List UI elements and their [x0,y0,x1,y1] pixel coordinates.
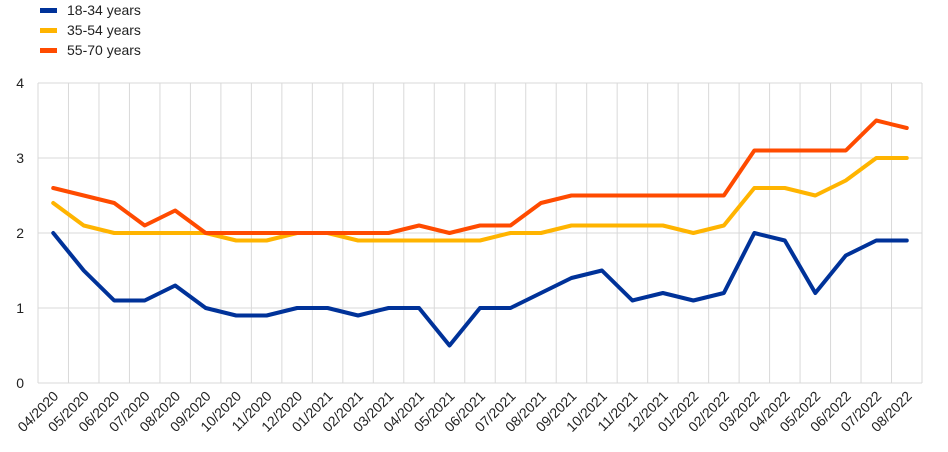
legend-label-18-34: 18-34 years [67,2,141,18]
series-layer [51,118,909,348]
legend-swatch-35-54 [40,27,57,33]
y-tick-label: 2 [16,225,24,241]
legend-swatch-55-70 [40,47,57,53]
y-tick-label: 0 [16,375,24,391]
series-line-1 [51,231,909,348]
grid-layer [37,82,923,384]
legend-label-55-70: 55-70 years [67,42,141,58]
series-line-2 [51,156,909,243]
legend-item-35-54: 35-54 years [40,20,141,40]
legend-swatch-18-34 [40,7,57,13]
y-tick-label: 3 [16,150,24,166]
chart-legend: 18-34 years 35-54 years 55-70 years [40,0,141,60]
legend-label-35-54: 35-54 years [67,22,141,38]
series-line-3 [51,118,909,235]
legend-item-18-34: 18-34 years [40,0,141,20]
y-tick-label: 4 [16,75,24,91]
legend-item-55-70: 55-70 years [40,40,141,60]
y-tick-label: 1 [16,300,24,316]
